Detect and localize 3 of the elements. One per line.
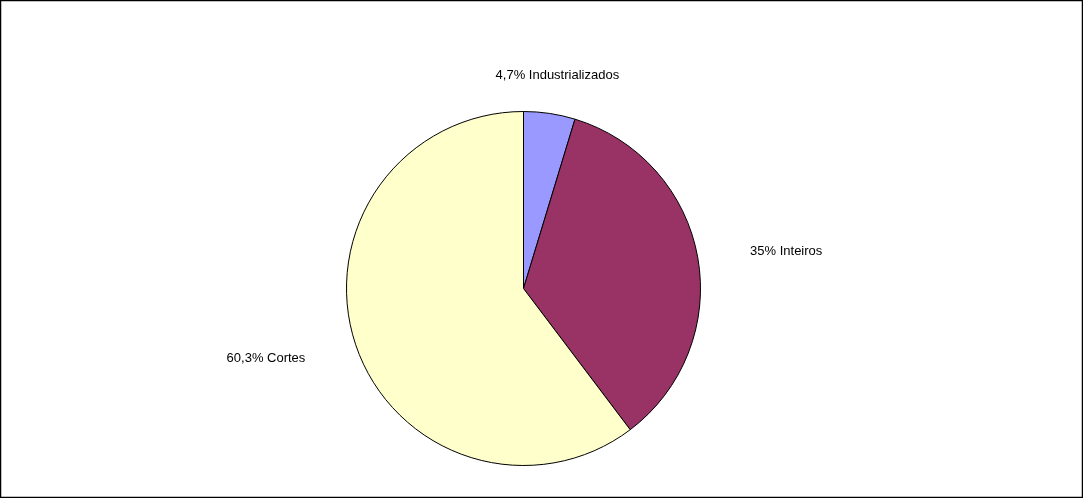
slice-label: 35% Inteiros	[750, 243, 823, 259]
slice-label: 4,7% Industrializados	[495, 67, 620, 83]
slice-label: 60,3% Cortes	[226, 349, 306, 365]
